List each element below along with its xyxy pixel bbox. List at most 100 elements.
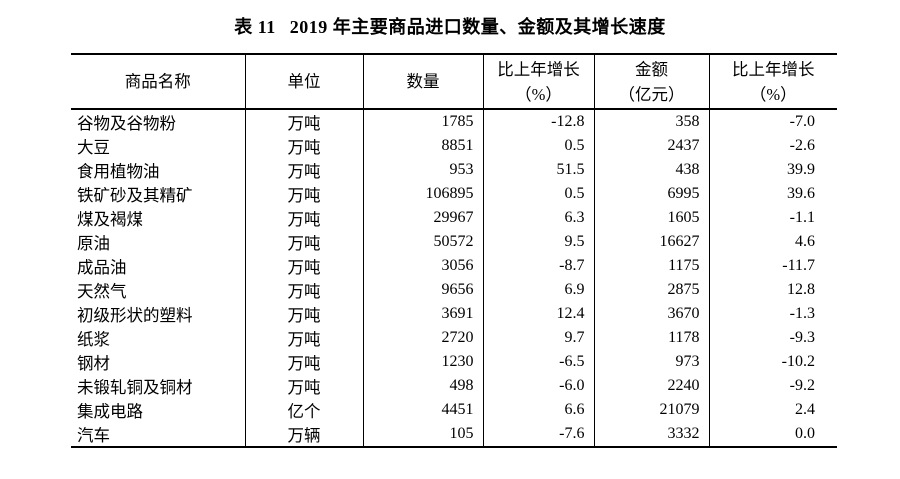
- unit-cell: 万吨: [244, 230, 363, 254]
- table-row: 集成电路 亿个 4451 6.6 21079 2.4: [71, 398, 837, 422]
- quantity-cell: 3056: [362, 254, 483, 278]
- table-row: 天然气 万吨 9656 6.9 2875 12.8: [71, 278, 837, 302]
- value-cell: 3670: [593, 302, 709, 326]
- col-header-quantity-label: 数量: [406, 72, 440, 91]
- quantity-growth-cell: 6.6: [482, 398, 594, 422]
- value-cell: 358: [593, 109, 709, 134]
- col-header-commodity-label: 商品名称: [124, 72, 191, 91]
- value-cell: 2875: [593, 278, 709, 302]
- value-growth-cell: -1.3: [708, 302, 837, 326]
- quantity-growth-cell: 12.4: [482, 302, 594, 326]
- page-title: 表 11 2019 年主要商品进口数量、金额及其增长速度: [0, 13, 900, 39]
- col-header-value-line1: 金额: [635, 59, 668, 79]
- commodity-name-cell: 未锻轧铜及铜材: [77, 378, 193, 397]
- unit-cell: 万吨: [244, 350, 363, 374]
- unit-cell: 万吨: [244, 134, 363, 158]
- value-cell: 2437: [593, 134, 709, 158]
- col-header-value-growth-line1: 比上年增长: [732, 59, 815, 79]
- commodity-name-cell: 原油: [77, 234, 110, 253]
- table-row: 大豆 万吨 8851 0.5 2437 -2.6: [71, 134, 837, 158]
- commodity-name-cell: 集成电路: [77, 402, 143, 421]
- quantity-growth-cell: 0.5: [482, 182, 594, 206]
- quantity-cell: 498: [362, 374, 483, 398]
- value-growth-cell: 2.4: [708, 398, 837, 422]
- commodity-name-cell: 钢材: [77, 354, 110, 373]
- value-growth-cell: 0.0: [708, 422, 837, 447]
- col-header-value-line2: （亿元）: [618, 84, 685, 104]
- quantity-growth-cell: -7.6: [482, 422, 594, 447]
- quantity-growth-cell: -12.8: [482, 109, 594, 134]
- value-growth-cell: -1.1: [708, 206, 837, 230]
- value-cell: 1178: [593, 326, 709, 350]
- unit-cell: 万吨: [244, 326, 363, 350]
- col-header-unit: 单位: [244, 54, 363, 110]
- quantity-growth-cell: 9.5: [482, 230, 594, 254]
- quantity-cell: 2720: [362, 326, 483, 350]
- quantity-cell: 3691: [362, 302, 483, 326]
- table-row: 食用植物油 万吨 953 51.5 438 39.9: [71, 158, 837, 182]
- table-row: 初级形状的塑料 万吨 3691 12.4 3670 -1.3: [71, 302, 837, 326]
- quantity-cell: 1785: [362, 109, 483, 134]
- unit-cell: 万吨: [244, 158, 363, 182]
- quantity-cell: 105: [362, 422, 483, 447]
- quantity-cell: 1230: [362, 350, 483, 374]
- import-commodities-table: 商品名称 单位 数量 比上年增长 （%） 金额 （亿元） 比上年增长 （%） 谷…: [71, 53, 837, 448]
- value-cell: 2240: [593, 374, 709, 398]
- table-row: 成品油 万吨 3056 -8.7 1175 -11.7: [71, 254, 837, 278]
- quantity-cell: 9656: [362, 278, 483, 302]
- value-cell: 1605: [593, 206, 709, 230]
- commodity-name-cell: 食用植物油: [77, 162, 160, 181]
- value-growth-cell: 39.6: [708, 182, 837, 206]
- table-row: 未锻轧铜及铜材 万吨 498 -6.0 2240 -9.2: [71, 374, 837, 398]
- commodity-name-cell: 谷物及谷物粉: [77, 114, 176, 133]
- table-body: 谷物及谷物粉 万吨 1785 -12.8 358 -7.0 大豆 万吨 8851…: [71, 109, 837, 447]
- col-header-quantity-growth-line2: （%）: [515, 84, 562, 104]
- table-row: 谷物及谷物粉 万吨 1785 -12.8 358 -7.0: [71, 109, 837, 134]
- table-header: 商品名称 单位 数量 比上年增长 （%） 金额 （亿元） 比上年增长 （%）: [71, 54, 837, 110]
- unit-cell: 万吨: [244, 278, 363, 302]
- quantity-growth-cell: 9.7: [482, 326, 594, 350]
- table-row: 汽车 万辆 105 -7.6 3332 0.0: [71, 422, 837, 447]
- value-cell: 16627: [593, 230, 709, 254]
- page: { "page": { "title_prefix": "表 11", "tit…: [0, 13, 900, 479]
- col-header-value-growth: 比上年增长 （%）: [708, 54, 837, 110]
- value-growth-cell: -9.3: [708, 326, 837, 350]
- unit-cell: 万辆: [244, 422, 363, 447]
- quantity-growth-cell: 0.5: [482, 134, 594, 158]
- commodity-name-cell: 初级形状的塑料: [77, 306, 193, 325]
- quantity-growth-cell: 6.9: [482, 278, 594, 302]
- quantity-cell: 953: [362, 158, 483, 182]
- table-row: 钢材 万吨 1230 -6.5 973 -10.2: [71, 350, 837, 374]
- unit-cell: 万吨: [244, 302, 363, 326]
- unit-cell: 万吨: [244, 206, 363, 230]
- table-row: 纸浆 万吨 2720 9.7 1178 -9.3: [71, 326, 837, 350]
- value-cell: 3332: [593, 422, 709, 447]
- col-header-value: 金额 （亿元）: [593, 54, 709, 110]
- unit-cell: 万吨: [244, 182, 363, 206]
- header-row: 商品名称 单位 数量 比上年增长 （%） 金额 （亿元） 比上年增长 （%）: [71, 54, 837, 110]
- value-growth-cell: 4.6: [708, 230, 837, 254]
- commodity-name-cell: 汽车: [77, 426, 110, 445]
- value-cell: 6995: [593, 182, 709, 206]
- quantity-growth-cell: 6.3: [482, 206, 594, 230]
- quantity-growth-cell: 51.5: [482, 158, 594, 182]
- value-growth-cell: -2.6: [708, 134, 837, 158]
- value-growth-cell: 39.9: [708, 158, 837, 182]
- value-cell: 1175: [593, 254, 709, 278]
- table-row: 煤及褐煤 万吨 29967 6.3 1605 -1.1: [71, 206, 837, 230]
- value-growth-cell: -11.7: [708, 254, 837, 278]
- col-header-quantity-growth: 比上年增长 （%）: [482, 54, 594, 110]
- table-title-text: 2019 年主要商品进口数量、金额及其增长速度: [289, 17, 666, 37]
- value-cell: 438: [593, 158, 709, 182]
- commodity-name-cell: 成品油: [77, 258, 127, 277]
- commodity-name-cell: 煤及褐煤: [77, 210, 143, 229]
- quantity-growth-cell: -6.5: [482, 350, 594, 374]
- col-header-commodity-name: 商品名称: [71, 54, 245, 110]
- quantity-cell: 8851: [362, 134, 483, 158]
- quantity-cell: 29967: [362, 206, 483, 230]
- table-row: 铁矿砂及其精矿 万吨 106895 0.5 6995 39.6: [71, 182, 837, 206]
- col-header-value-growth-line2: （%）: [749, 84, 797, 104]
- quantity-cell: 4451: [362, 398, 483, 422]
- unit-cell: 万吨: [244, 109, 363, 134]
- unit-cell: 亿个: [244, 398, 363, 422]
